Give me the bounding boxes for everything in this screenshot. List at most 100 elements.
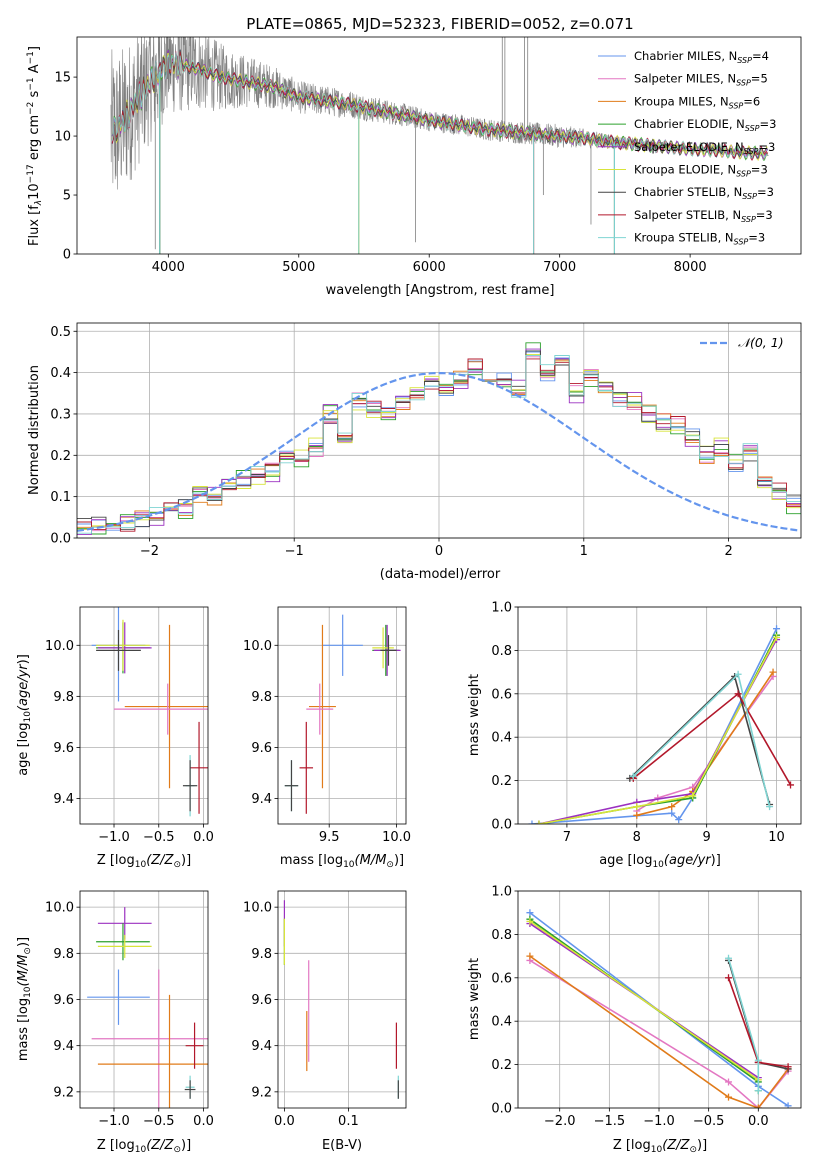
x-axis-label: E(B-V): [322, 1138, 362, 1153]
y-tick-label: 0.6: [491, 687, 512, 702]
weight-marker: [784, 1102, 792, 1108]
legend-eq: =: [743, 94, 753, 108]
ylabel-sup: −1: [26, 51, 36, 64]
x-tick-label: −1.0: [643, 1114, 675, 1129]
gaussian-curve: [77, 372, 799, 532]
legend-entry: Salpeter STELIB, NSSP=3: [634, 208, 773, 224]
weight-marker: [725, 1078, 733, 1086]
x-tick-label: 9: [703, 830, 711, 845]
x-tick-label: 10.0: [382, 830, 411, 845]
y-tick-label: 9.2: [53, 1085, 74, 1100]
label-sub: 10: [135, 860, 147, 870]
legend-n: 4: [762, 49, 769, 63]
y-tick-label: 9.8: [53, 690, 74, 705]
legend-n: 6: [753, 94, 760, 108]
y-tick-label: 9.4: [251, 1039, 272, 1054]
label-sub: ⊙: [173, 1145, 181, 1155]
ylabel-sub: λ: [34, 200, 44, 206]
weight-marker: [725, 954, 733, 962]
x-tick-label: 8: [633, 830, 641, 845]
y-tick-label: 9.4: [53, 792, 74, 807]
weight-line: [529, 955, 789, 1108]
legend-label: Salpeter ELODIE, N: [634, 140, 744, 154]
weight-marker: [526, 909, 534, 917]
x-tick-label: −0.5: [143, 830, 175, 845]
ylabel-sub: 10: [23, 711, 33, 723]
plot-area: [91, 607, 208, 817]
x-axis-label: Z [log10(Z/Z⊙)]: [97, 1138, 191, 1155]
y-tick-label: 0.8: [491, 644, 512, 659]
weight-marker: [734, 670, 742, 678]
residual-histogram: [77, 355, 801, 534]
y-tick-label: 1.0: [491, 601, 512, 616]
legend-sub: SSP: [736, 79, 751, 88]
legend-sub: SSP: [734, 238, 749, 247]
plot-area: [284, 614, 401, 814]
errorbar-point: [87, 969, 150, 1025]
weight-series: [535, 633, 781, 824]
mass_vs_Z-panel: −1.0 −0.5 0.09.29.49.69.810.0Z [log10(Z/Z⊙…: [16, 890, 214, 1155]
ylabel-base: Flux [f: [27, 205, 42, 246]
y-tick-label: 0.4: [491, 1015, 512, 1030]
errorbar-point: [372, 627, 394, 669]
age_vs_Z-panel: −1.0 −0.5 0.09.49.69.810.0Z [log10(Z/Z⊙)]a…: [16, 606, 214, 870]
errorbar-point: [97, 994, 208, 1108]
label-end: )]: [711, 853, 721, 868]
y-tick-label: 0.0: [50, 532, 71, 547]
y-tick-label: 9.6: [53, 993, 74, 1008]
errorbar-point: [190, 721, 208, 814]
ylabel-unit: (age/yr: [16, 663, 31, 711]
legend-entry: Chabrier MILES, NSSP=4: [634, 49, 769, 65]
ylabel-end: )]: [16, 654, 31, 664]
y-axis-label: Normed distribution: [27, 365, 42, 495]
legend-sub: SSP: [744, 147, 759, 156]
errorbar-point: [299, 721, 314, 814]
legend-eq: =: [758, 140, 768, 154]
model-spectrum: [111, 52, 768, 254]
weight-marker: [633, 811, 641, 819]
legend-sub: SSP: [729, 101, 744, 110]
x-tick-label: 5000: [282, 260, 315, 275]
x-tick-label: −1: [285, 544, 304, 559]
y-tick-label: 10.0: [45, 639, 74, 654]
ylabel-base: mass weight: [467, 958, 482, 1040]
weight-marker: [689, 792, 697, 800]
x-tick-label: 0.1: [338, 1114, 359, 1129]
ylabel-sup: −2: [26, 102, 36, 115]
label-sub: ⊙: [173, 860, 181, 870]
errorbar-point: [91, 969, 208, 1108]
weight-marker: [754, 1104, 762, 1108]
label-unit: (Z/Z: [662, 1138, 690, 1153]
y-tick-label: 0.4: [491, 731, 512, 746]
label-base: Z [log: [613, 1138, 651, 1153]
ylabel-sub: ⊙: [23, 947, 33, 955]
label-sub: 10: [651, 1145, 663, 1155]
y-tick-label: 9.2: [251, 1085, 272, 1100]
legend-n: 3: [765, 208, 772, 222]
figure-title: PLATE=0865, MJD=52323, FIBERID=0052, z=0…: [246, 15, 633, 33]
x-tick-label: 0.0: [274, 1114, 295, 1129]
legend-n: 3: [760, 163, 767, 177]
mass_vs_ebv-panel: 0.0 0.1 9.2 9.4 9.6 9.8 10.0 E(B-V): [243, 890, 407, 1153]
weight-marker: [725, 974, 733, 982]
y-tick-label: 9.8: [251, 690, 272, 705]
label-base: Z [log: [97, 1138, 135, 1153]
y-tick-label: 9.6: [251, 741, 272, 756]
y-tick-label: 5: [63, 189, 71, 204]
x-axis-label: age [log10(age/yr)]: [599, 853, 721, 870]
axes-frame: [79, 606, 209, 825]
ylabel-part: ]: [27, 46, 42, 51]
y-tick-label: 0.0: [491, 818, 512, 833]
plot-area: [528, 625, 795, 824]
ylabel-part: 10: [27, 183, 42, 200]
x-tick-label: 0.0: [193, 1114, 214, 1129]
ylabel-part: A: [27, 64, 42, 77]
y-tick-label: 10: [54, 130, 71, 145]
weight-line: [529, 920, 759, 1081]
label-end: )]: [181, 853, 191, 868]
weight-marker: [734, 690, 742, 698]
ylabel-base: age [log: [16, 723, 31, 776]
legend-sub: SSP: [741, 215, 756, 224]
